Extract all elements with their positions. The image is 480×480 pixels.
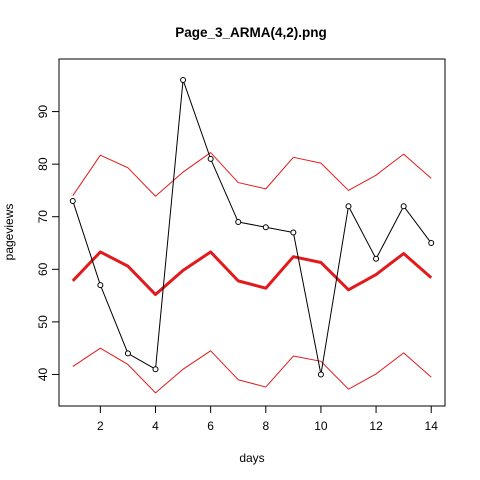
data-point-observed [400,203,407,210]
data-point-observed [152,366,159,373]
data-point-observed [428,240,435,247]
data-point-observed [235,218,242,225]
data-point-observed [69,197,76,204]
x-axis: 2 4 6 8 10 12 14 [97,405,439,433]
x-tick-label: 6 [207,419,214,433]
series-line-fitted [71,250,433,297]
data-point-observed [373,255,380,262]
series-line-lower-bound [72,347,432,394]
data-point-observed [207,155,214,162]
y-tick-label: 50 [36,315,50,329]
series-line-observed [72,79,432,375]
y-tick-label: 80 [36,157,50,171]
series-line-upper-bound [72,152,432,197]
x-tick-label: 14 [425,419,439,433]
x-tick-label: 12 [369,419,383,433]
x-tick-label: 2 [97,419,104,433]
y-tick-label: 40 [36,367,50,381]
y-tick-label: 60 [36,262,50,276]
y-axis: 40 50 60 70 80 90 [36,105,60,381]
data-point-observed [262,224,269,231]
x-axis-title: days [239,451,264,465]
data-point-observed [180,77,187,84]
x-tick-label: 10 [314,419,328,433]
x-tick-label: 4 [152,419,159,433]
data-point-observed [97,282,104,289]
data-point-observed [124,350,131,357]
y-tick-label: 70 [36,210,50,224]
data-point-observed [290,229,297,236]
x-tick-label: 8 [262,419,269,433]
y-axis-title: pageviews [2,204,16,261]
data-point-observed [345,203,352,210]
series-layer [69,77,435,394]
chart-title: Page_3_ARMA(4,2).png [175,25,327,40]
y-tick-label: 90 [36,105,50,119]
data-point-observed [317,371,324,378]
